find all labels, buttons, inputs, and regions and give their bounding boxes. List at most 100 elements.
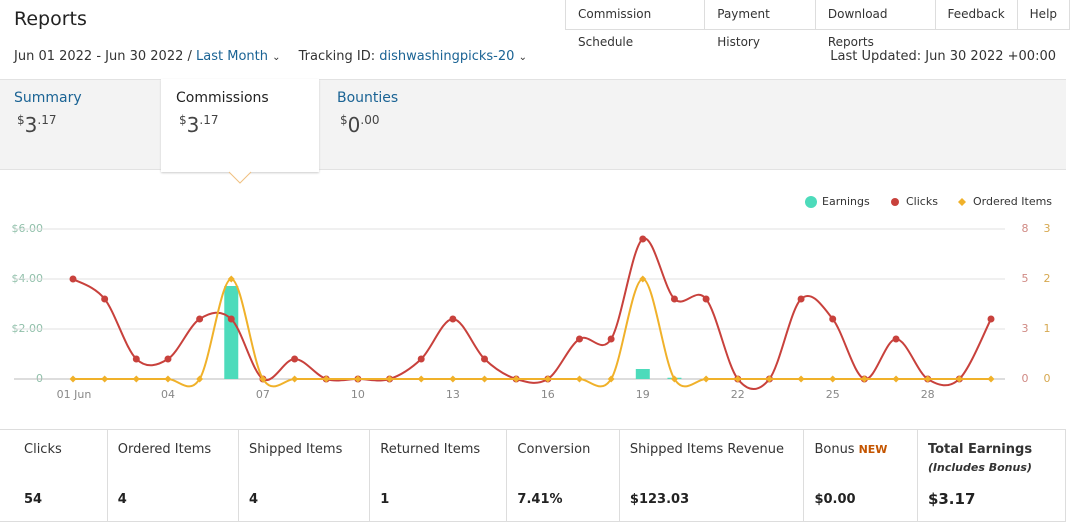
point-marker <box>481 375 489 383</box>
summary-label: Ordered Items <box>118 442 211 457</box>
legend-label: Earnings <box>822 195 870 208</box>
label-text: Shipped Items <box>249 442 343 457</box>
tracking-label: Tracking ID: <box>298 49 376 64</box>
active-tab <box>161 79 319 172</box>
series-line <box>72 277 991 388</box>
point-marker <box>196 375 204 383</box>
point-marker <box>449 375 457 383</box>
point-marker <box>196 315 204 323</box>
point-marker <box>512 375 520 383</box>
point-marker <box>639 275 647 283</box>
tab-amount: $3.17 <box>179 113 218 137</box>
point-marker <box>860 375 868 383</box>
tab-label[interactable]: Summary <box>14 90 82 106</box>
point-marker <box>829 375 837 383</box>
tab-label[interactable]: Bounties <box>337 90 399 106</box>
point-marker <box>639 235 647 243</box>
summary-cell: Ordered Items 4 <box>108 430 239 521</box>
top-nav: Commission Schedule Payment History Downlo… <box>565 0 1070 49</box>
summary-label: Total Earnings (Includes Bonus) <box>928 442 1032 474</box>
legend-swatch <box>958 198 966 206</box>
x-tick-label: 25 <box>826 388 840 401</box>
summary-label: Conversion <box>517 442 590 457</box>
point-marker <box>607 335 615 343</box>
summary-cell: Shipped Items 4 <box>239 430 371 521</box>
tab-band <box>0 79 1066 170</box>
tick-label: 5 <box>1022 272 1029 285</box>
summary-value: $0.00 <box>814 492 856 507</box>
label-text: Bonus <box>814 442 855 457</box>
currency: $ <box>179 113 187 127</box>
point-marker <box>797 375 805 383</box>
tab-amount: $3.17 <box>17 113 56 137</box>
tick-label: 8 <box>1022 222 1029 235</box>
summary-label: Clicks <box>24 442 62 457</box>
period-select[interactable]: Last Month <box>196 49 268 64</box>
point-marker <box>291 375 299 383</box>
summary-label: Shipped Items <box>249 442 342 457</box>
bar <box>224 286 239 379</box>
label-text: Ordered Items <box>117 442 212 457</box>
tracking-select[interactable]: dishwashingpicks-20 <box>379 49 515 64</box>
tick-label: 2 <box>1044 272 1051 285</box>
nav-button[interactable]: Payment History <box>705 0 816 49</box>
point-marker <box>955 375 963 383</box>
x-tick-label: 10 <box>351 388 365 401</box>
point-marker <box>259 375 267 383</box>
nav-button[interactable]: Feedback <box>936 0 1018 29</box>
summary-cell: Bonus NEW $0.00 <box>804 430 918 521</box>
nav-button[interactable]: Help <box>1018 0 1070 29</box>
amount-cents: .17 <box>37 113 57 127</box>
point-marker <box>132 375 140 383</box>
summary-value: 4 <box>117 492 127 507</box>
point-marker <box>227 315 235 323</box>
summary-label: Shipped Items Revenue <box>630 442 784 457</box>
point-marker <box>417 355 425 363</box>
label-text: Clicks <box>24 442 62 457</box>
amount-whole: 3 <box>24 113 38 137</box>
point-marker <box>544 375 552 383</box>
summary-label: Bonus NEW <box>814 442 887 457</box>
currency: $ <box>17 113 25 127</box>
nav-button[interactable]: Download Reports <box>816 0 936 49</box>
nav-button[interactable]: Commission Schedule <box>566 0 706 49</box>
summary-value: 7.41% <box>517 492 563 507</box>
label-text: Total Earnings <box>927 442 1033 457</box>
summary-row: Clicks 54 Ordered Items 4 Shipped Items 4 Retu… <box>0 429 1066 522</box>
tab-label[interactable]: Commissions <box>176 90 269 106</box>
x-tick-label: 16 <box>541 388 555 401</box>
last-updated: Last Updated: Jun 30 2022 +00:00 <box>830 49 1056 64</box>
filter-bar: Jun 01 2022 - Jun 30 2022 / Last Month ⌄… <box>14 49 527 64</box>
summary-value: 4 <box>249 492 259 507</box>
point-marker <box>670 295 678 303</box>
point-marker <box>481 355 489 363</box>
x-tick-label: 28 <box>921 388 935 401</box>
summary-cell: Total Earnings (Includes Bonus) $3.17 <box>918 430 1066 521</box>
point-marker <box>987 375 995 383</box>
point-marker <box>765 375 773 383</box>
x-tick-label: 04 <box>161 388 175 401</box>
page-title: Reports <box>14 8 87 30</box>
amount-whole: 0 <box>347 113 361 137</box>
summary-value: 54 <box>24 492 43 507</box>
point-marker <box>101 295 109 303</box>
currency: $ <box>340 113 348 127</box>
legend-swatch <box>891 198 899 206</box>
x-tick-label: 07 <box>256 388 270 401</box>
point-marker <box>417 375 425 383</box>
point-marker <box>354 375 362 383</box>
legend-label: Ordered Items <box>973 195 1052 208</box>
point-marker <box>291 355 299 363</box>
point-marker <box>892 375 900 383</box>
point-marker <box>132 355 140 363</box>
amount-cents: .17 <box>199 113 219 127</box>
point-marker <box>607 375 615 383</box>
point-marker <box>164 375 172 383</box>
new-badge: NEW <box>858 443 888 456</box>
tab-pointer <box>228 171 252 184</box>
point-marker <box>575 375 583 383</box>
label-text: Conversion <box>517 442 591 457</box>
summary-cell: Clicks 54 <box>0 430 108 521</box>
